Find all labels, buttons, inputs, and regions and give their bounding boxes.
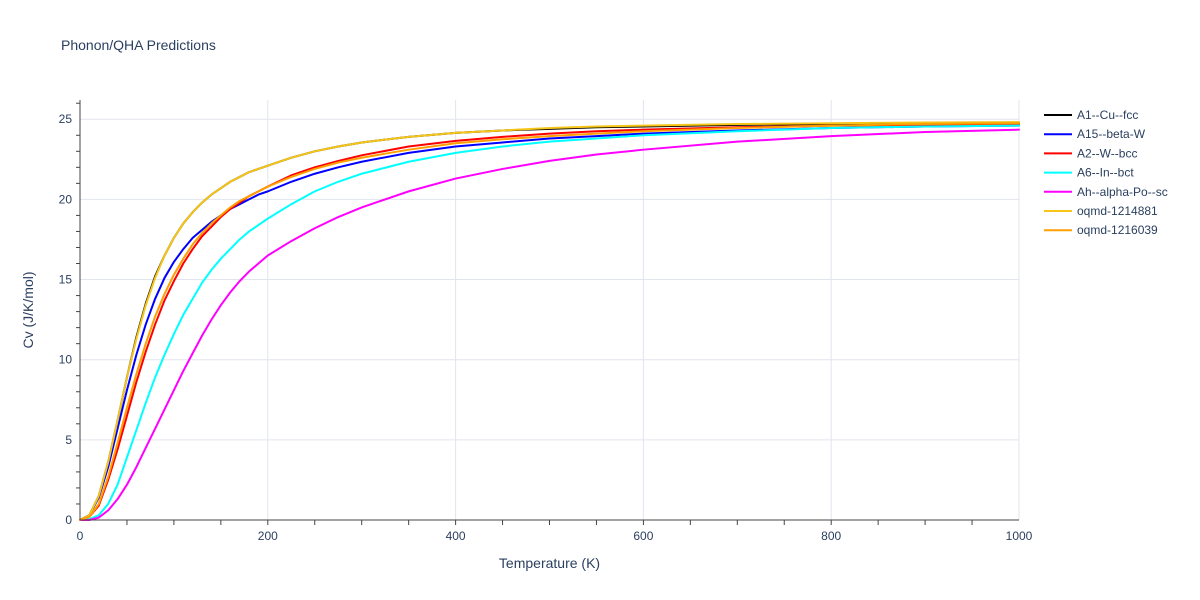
x-tick-label: 800 [821, 529, 841, 543]
series-lines [79, 121, 1020, 521]
legend-label: oqmd-1216039 [1077, 223, 1158, 237]
legend-item[interactable]: A6--In--bct [1044, 166, 1134, 180]
y-axis-title: Cv (J/K/mol) [20, 272, 36, 349]
chart-title: Phonon/QHA Predictions [61, 37, 216, 53]
legend-label: A15--beta-W [1077, 127, 1146, 141]
legend-label: Ah--alpha-Po--sc [1077, 185, 1168, 199]
legend-item[interactable]: A2--W--bcc [1044, 146, 1137, 160]
x-tick-label: 200 [258, 529, 278, 543]
x-tick-label: 600 [633, 529, 653, 543]
series-line-a2-w-bcc [79, 123, 1020, 521]
legend: A1--Cu--fcc A15--beta-W A2--W--bcc A6--In--… [1044, 108, 1168, 237]
series-line-ah-alpha-po-sc [79, 128, 1020, 521]
legend-label: A6--In--bct [1077, 166, 1134, 180]
legend-label: oqmd-1214881 [1077, 204, 1158, 218]
series-line-a15-beta-w [79, 124, 1020, 521]
legend-item[interactable]: oqmd-1214881 [1044, 204, 1158, 218]
x-tick-label: 1000 [1006, 529, 1033, 543]
x-tick-label: 400 [446, 529, 466, 543]
series-line-oqmd-1216039 [79, 122, 1020, 521]
x-tick-label: 0 [77, 529, 84, 543]
series-line-oqmd-1214881 [79, 121, 1020, 521]
legend-item[interactable]: A15--beta-W [1044, 127, 1146, 141]
legend-item[interactable]: oqmd-1216039 [1044, 223, 1158, 237]
legend-item[interactable]: A1--Cu--fcc [1044, 108, 1138, 122]
y-tick-label: 25 [59, 112, 73, 126]
legend-item[interactable]: Ah--alpha-Po--sc [1044, 185, 1168, 199]
x-axis-title: Temperature (K) [499, 555, 600, 571]
series-line-a1-cu-fcc [79, 121, 1020, 521]
y-tick-label: 10 [59, 353, 73, 367]
legend-label: A2--W--bcc [1077, 146, 1137, 160]
y-tick-label: 15 [59, 273, 73, 287]
y-tick-label: 20 [59, 192, 73, 206]
y-tick-label: 5 [65, 433, 72, 447]
axes: 0 200 400 600 800 1000 0 5 10 15 20 25 [59, 100, 1033, 543]
gridlines [80, 100, 1020, 520]
series-line-a6-in-bct [79, 124, 1020, 521]
y-tick-label: 0 [65, 513, 72, 527]
legend-label: A1--Cu--fcc [1077, 108, 1138, 122]
